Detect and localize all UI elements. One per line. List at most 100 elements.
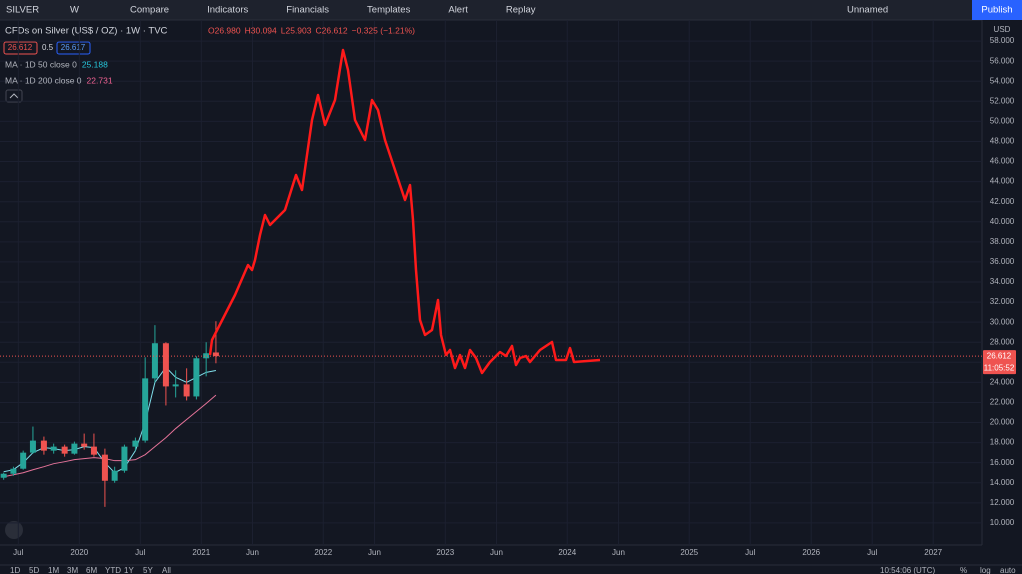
y-tick-label: 16.000 bbox=[990, 458, 1015, 467]
candle-body bbox=[121, 446, 128, 471]
moving-average bbox=[3, 366, 217, 474]
top-toolbar bbox=[0, 0, 1022, 20]
countdown: 11:05:52 bbox=[984, 363, 1015, 372]
toolbar-item[interactable]: Compare bbox=[130, 5, 169, 16]
x-tick-label: 2020 bbox=[70, 548, 88, 557]
spread: 0.5 bbox=[42, 43, 54, 52]
candle-body bbox=[0, 473, 7, 478]
ohlc-value: −0.325 (−1.21%) bbox=[352, 25, 415, 35]
y-tick-label: 42.000 bbox=[990, 197, 1015, 206]
x-tick-label: 2023 bbox=[436, 548, 454, 557]
layout-name[interactable]: Unnamed bbox=[847, 5, 888, 16]
candle-body bbox=[183, 384, 190, 397]
x-tick-label: Jul bbox=[867, 548, 877, 557]
study-value: 22.731 bbox=[87, 75, 113, 85]
candle-body bbox=[29, 440, 36, 453]
x-tick-label: 2025 bbox=[680, 548, 698, 557]
candle-body bbox=[212, 352, 219, 357]
x-tick-label: Jun bbox=[612, 548, 625, 557]
candle-body bbox=[20, 452, 27, 469]
x-tick-label: Jul bbox=[13, 548, 23, 557]
ask: 26.617 bbox=[61, 43, 86, 52]
candle-body bbox=[71, 443, 78, 454]
ohlc-value: O26.980 bbox=[208, 25, 241, 35]
legend-title: CFDs on Silver (US$ / OZ) · 1W · TVC bbox=[5, 26, 168, 37]
toolbar-item[interactable]: Templates bbox=[367, 5, 411, 16]
y-tick-label: 22.000 bbox=[990, 398, 1015, 407]
y-tick-label: 32.000 bbox=[990, 297, 1015, 306]
y-tick-label: 58.000 bbox=[990, 36, 1015, 45]
symbol[interactable]: SILVER bbox=[6, 5, 39, 16]
y-tick-label: 40.000 bbox=[990, 217, 1015, 226]
y-tick-label: 20.000 bbox=[990, 418, 1015, 427]
candle-body bbox=[203, 353, 210, 359]
logo[interactable] bbox=[5, 521, 23, 539]
x-tick-label: 2021 bbox=[192, 548, 210, 557]
collapse-icon bbox=[9, 93, 19, 99]
y-tick-label: 10.000 bbox=[990, 518, 1015, 527]
y-tick-label: 38.000 bbox=[990, 237, 1015, 246]
toolbar-item[interactable]: Replay bbox=[506, 5, 536, 16]
scale-option[interactable]: auto bbox=[1000, 566, 1016, 574]
range-button[interactable]: 3M bbox=[67, 566, 78, 574]
scale-option[interactable]: log bbox=[980, 566, 991, 574]
y-tick-label: 28.000 bbox=[990, 337, 1015, 346]
toolbar-item[interactable]: Financials bbox=[286, 5, 329, 16]
candle-body bbox=[101, 454, 108, 481]
range-button[interactable]: 5Y bbox=[143, 566, 153, 574]
x-tick-label: 2024 bbox=[558, 548, 576, 557]
y-tick-label: 52.000 bbox=[990, 96, 1015, 105]
y-tick-label: 12.000 bbox=[990, 498, 1015, 507]
freehand-drawing[interactable] bbox=[208, 48, 601, 375]
ask-box bbox=[56, 41, 91, 55]
candle-body bbox=[172, 384, 179, 387]
y-tick-label: 24.000 bbox=[990, 377, 1015, 386]
candle-body bbox=[90, 446, 97, 455]
clock: 10:54:06 (UTC) bbox=[880, 566, 935, 574]
x-tick-label: 2026 bbox=[802, 548, 820, 557]
x-tick-label: Jun bbox=[246, 548, 259, 557]
ohlc-value: C26.612 bbox=[316, 25, 348, 35]
ohlc-value: L25.903 bbox=[281, 25, 312, 35]
toolbar-item[interactable]: Alert bbox=[448, 5, 468, 16]
range-button[interactable]: 5D bbox=[29, 566, 39, 574]
candle-body bbox=[151, 343, 158, 379]
range-button[interactable]: YTD bbox=[105, 566, 121, 574]
price-axis bbox=[982, 20, 1022, 545]
range-button[interactable]: 1Y bbox=[124, 566, 134, 574]
candle-body bbox=[162, 343, 169, 387]
collapse-button[interactable] bbox=[5, 89, 23, 103]
range-button[interactable]: 6M bbox=[86, 566, 97, 574]
y-tick-label: 18.000 bbox=[990, 438, 1015, 447]
x-tick-label: Jul bbox=[135, 548, 145, 557]
currency: USD bbox=[994, 25, 1011, 34]
x-tick-label: 2022 bbox=[314, 548, 332, 557]
study-name: MA · 1D 50 close 0 bbox=[5, 59, 77, 69]
interval[interactable]: W bbox=[70, 5, 79, 16]
range-button[interactable]: 1D bbox=[10, 566, 20, 574]
study-value: 25.188 bbox=[82, 59, 108, 69]
candle-body bbox=[142, 378, 149, 441]
candle-body bbox=[193, 358, 200, 397]
y-tick-label: 56.000 bbox=[990, 56, 1015, 65]
ohlc-value: H30.094 bbox=[245, 25, 277, 35]
scale-option[interactable]: % bbox=[960, 566, 967, 574]
candle-body bbox=[10, 468, 17, 474]
candle-body bbox=[132, 440, 139, 447]
y-tick-label: 14.000 bbox=[990, 478, 1015, 487]
candle-body bbox=[61, 446, 68, 454]
range-button[interactable]: 1M bbox=[48, 566, 59, 574]
range-button[interactable]: All bbox=[162, 566, 171, 574]
study-name: MA · 1D 200 close 0 bbox=[5, 75, 82, 85]
publish-button[interactable] bbox=[972, 0, 1022, 20]
candle-body bbox=[50, 446, 57, 451]
plot bbox=[0, 20, 982, 545]
toolbar-item[interactable]: Indicators bbox=[207, 5, 248, 16]
y-tick-label: 30.000 bbox=[990, 317, 1015, 326]
last-price: 26.612 bbox=[987, 351, 1012, 360]
publish-label[interactable]: Publish bbox=[981, 5, 1012, 16]
x-tick-label: Jun bbox=[490, 548, 503, 557]
y-tick-label: 46.000 bbox=[990, 157, 1015, 166]
candle-body bbox=[81, 443, 88, 447]
